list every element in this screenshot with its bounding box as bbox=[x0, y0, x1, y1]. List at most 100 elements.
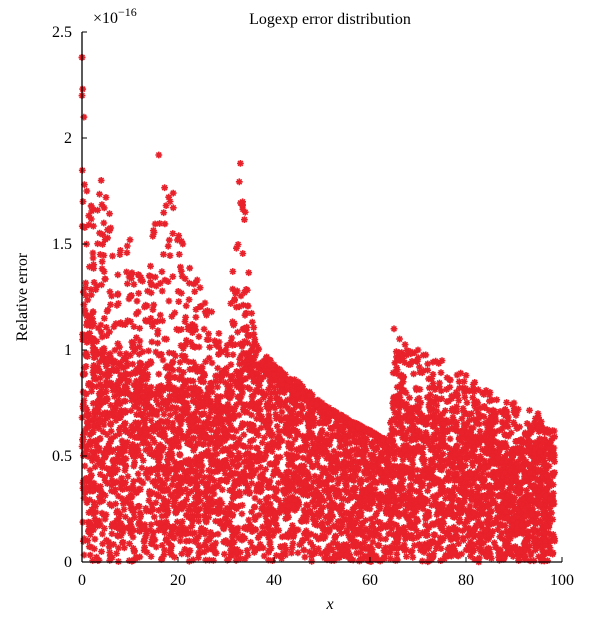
data-point bbox=[256, 474, 264, 482]
data-point bbox=[155, 422, 162, 430]
data-point bbox=[124, 429, 132, 436]
data-point bbox=[492, 544, 500, 551]
data-point bbox=[94, 483, 102, 491]
data-point bbox=[87, 531, 94, 538]
data-point bbox=[334, 475, 342, 483]
data-point bbox=[92, 508, 100, 516]
data-point bbox=[364, 557, 372, 564]
data-point bbox=[155, 452, 163, 459]
data-point bbox=[90, 415, 98, 423]
data-point bbox=[468, 488, 476, 495]
data-point bbox=[224, 408, 231, 416]
data-point bbox=[151, 448, 159, 456]
data-point bbox=[183, 336, 190, 344]
data-point bbox=[543, 441, 551, 449]
data-point bbox=[450, 523, 458, 531]
data-point bbox=[195, 554, 202, 562]
data-point bbox=[228, 500, 235, 508]
data-point bbox=[135, 397, 143, 404]
data-point bbox=[204, 447, 212, 455]
data-point bbox=[418, 448, 425, 456]
data-point bbox=[478, 446, 486, 453]
data-point bbox=[315, 500, 322, 508]
data-point bbox=[387, 547, 394, 555]
data-point bbox=[80, 431, 87, 439]
data-point bbox=[524, 502, 532, 510]
data-point bbox=[231, 490, 238, 498]
data-point bbox=[383, 464, 391, 472]
data-point bbox=[406, 456, 414, 463]
data-point bbox=[206, 435, 214, 442]
data-point bbox=[308, 552, 315, 560]
data-point bbox=[453, 442, 461, 449]
data-point bbox=[325, 555, 333, 563]
data-point bbox=[269, 443, 277, 450]
data-point bbox=[243, 457, 250, 465]
data-point bbox=[362, 525, 370, 533]
data-point bbox=[315, 447, 323, 455]
data-point bbox=[314, 440, 322, 448]
data-point bbox=[101, 492, 109, 499]
data-point bbox=[447, 536, 455, 544]
data-point bbox=[151, 466, 159, 473]
data-point bbox=[84, 537, 92, 544]
data-point bbox=[151, 220, 159, 228]
data-point bbox=[270, 510, 278, 518]
data-point bbox=[80, 113, 88, 121]
data-point bbox=[143, 530, 150, 538]
data-point bbox=[196, 456, 204, 464]
data-point bbox=[180, 401, 188, 409]
data-point bbox=[405, 488, 413, 496]
data-point bbox=[233, 427, 240, 435]
data-point bbox=[359, 434, 367, 441]
data-point bbox=[408, 465, 416, 473]
data-point bbox=[512, 546, 520, 554]
data-point bbox=[437, 534, 444, 542]
data-point bbox=[343, 543, 350, 551]
data-point bbox=[267, 382, 275, 390]
data-point bbox=[131, 514, 138, 521]
data-point bbox=[419, 501, 427, 509]
data-point bbox=[221, 470, 229, 477]
data-point bbox=[329, 425, 336, 433]
data-point bbox=[383, 488, 391, 495]
data-point bbox=[382, 544, 389, 551]
data-point bbox=[503, 450, 511, 457]
data-point bbox=[305, 425, 313, 432]
data-point bbox=[108, 382, 116, 390]
data-point bbox=[130, 506, 138, 513]
data-point bbox=[271, 527, 279, 534]
data-point bbox=[473, 489, 481, 497]
data-point bbox=[498, 425, 506, 433]
data-point bbox=[453, 449, 461, 457]
data-point bbox=[455, 508, 463, 516]
data-point bbox=[148, 501, 156, 509]
data-point bbox=[234, 470, 242, 478]
data-point bbox=[235, 461, 243, 469]
data-point bbox=[236, 435, 244, 443]
data-point bbox=[348, 476, 355, 484]
data-point bbox=[399, 527, 406, 535]
data-point bbox=[87, 286, 95, 293]
data-point bbox=[463, 475, 470, 482]
data-point bbox=[149, 532, 157, 540]
data-point bbox=[243, 547, 251, 554]
data-point bbox=[201, 473, 208, 481]
data-point bbox=[450, 470, 458, 477]
data-point bbox=[486, 550, 494, 558]
data-point bbox=[518, 464, 525, 471]
data-point bbox=[436, 379, 443, 387]
data-point bbox=[442, 428, 450, 435]
data-point bbox=[220, 508, 228, 515]
data-point bbox=[399, 434, 407, 442]
data-point bbox=[457, 466, 465, 474]
data-point bbox=[357, 549, 364, 557]
data-point bbox=[528, 533, 536, 541]
data-point bbox=[94, 324, 102, 332]
data-point bbox=[410, 430, 418, 438]
data-point bbox=[509, 516, 517, 523]
data-point bbox=[273, 465, 280, 473]
data-point bbox=[353, 549, 360, 557]
data-point bbox=[462, 453, 470, 461]
data-point bbox=[185, 513, 193, 521]
